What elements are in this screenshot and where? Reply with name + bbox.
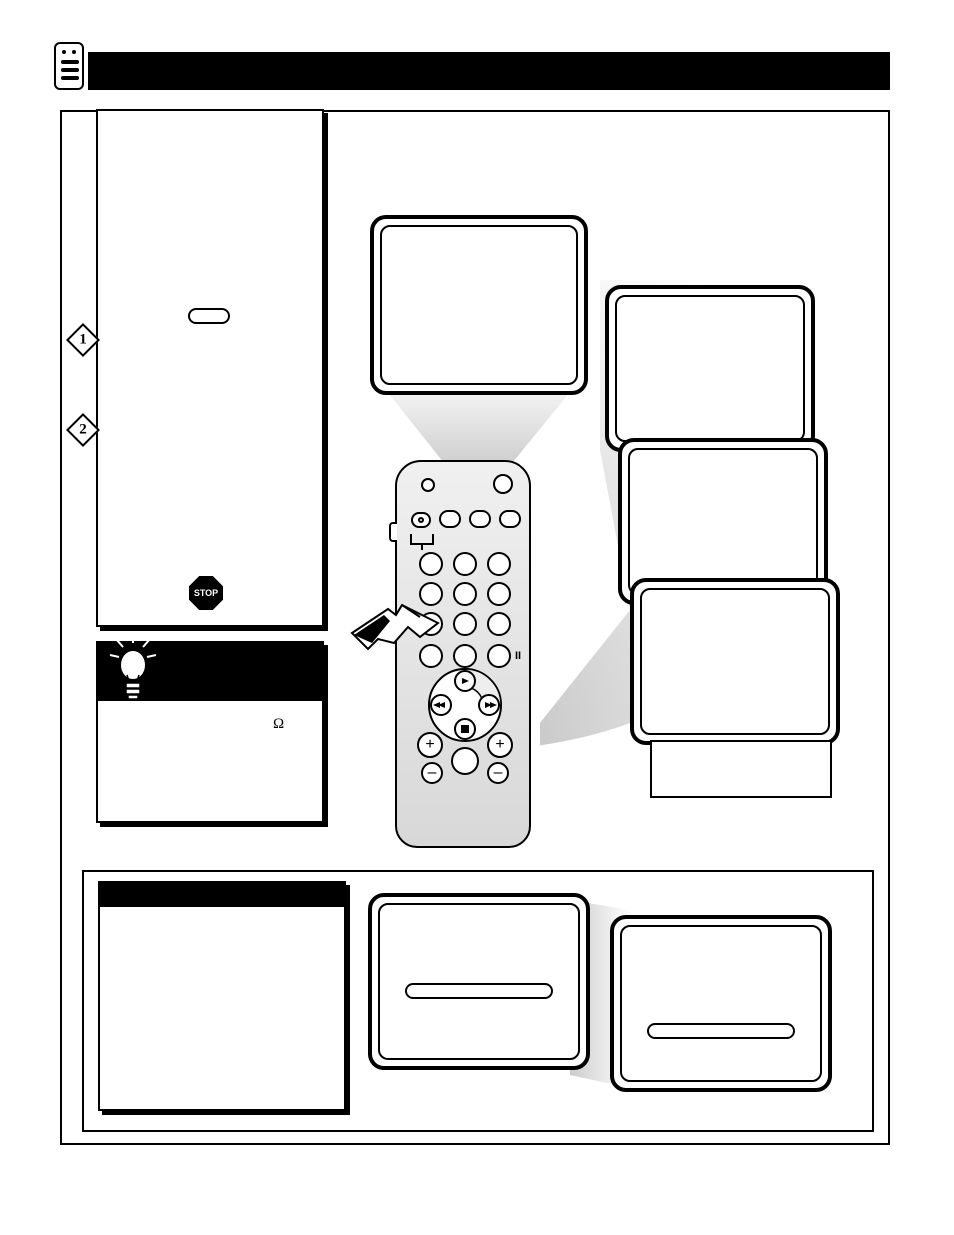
remote-dpad[interactable] [427, 667, 503, 743]
stop-label: STOP [194, 588, 218, 598]
remote-num-0[interactable] [453, 644, 477, 668]
bottom-instruction-panel [98, 881, 346, 1111]
tv-screen-step-a-inner [615, 295, 805, 442]
pointing-hand-icon [350, 585, 440, 655]
tv-screen-step-b-inner [628, 448, 818, 595]
lightbulb-icon [106, 631, 160, 705]
tv-screen-step-c-inner [640, 588, 830, 735]
help-panel-header [98, 643, 322, 701]
remote-btn-r1c2[interactable] [439, 510, 461, 528]
remote-btn-r1c3[interactable] [469, 510, 491, 528]
tv-screen-bottom-right [610, 915, 832, 1092]
remote-ch-up[interactable]: + [487, 732, 513, 758]
remote-vol-up[interactable]: + [417, 732, 443, 758]
tv-screen-step-a [605, 285, 815, 452]
remote-btn-lower-right[interactable] [487, 644, 511, 668]
tv-screen-main [370, 215, 588, 395]
tv-screen-main-inner [380, 225, 578, 385]
remote-bracket-icon [407, 532, 439, 550]
slot-bottom-right [647, 1023, 795, 1039]
remote-side-notch [389, 522, 397, 542]
tv-screen-step-c [630, 578, 840, 745]
remote-icon [54, 42, 84, 90]
remote-num-5[interactable] [453, 582, 477, 606]
bottom-panel-header [100, 883, 344, 907]
help-panel: Ω [96, 641, 324, 823]
remote-num-9[interactable] [487, 612, 511, 636]
page-title-bar [88, 52, 890, 90]
remote-btn-r1c4[interactable] [499, 510, 521, 528]
instruction-panel [96, 109, 324, 627]
remote-ch-down[interactable]: – [487, 762, 509, 784]
remote-num-1[interactable] [419, 552, 443, 576]
step-1-number: 1 [79, 332, 87, 349]
tv-screen-bottom-right-inner [620, 925, 822, 1082]
step-2-number: 2 [79, 422, 87, 439]
info-box [650, 740, 832, 798]
remote-led [421, 478, 435, 492]
remote-num-6[interactable] [487, 582, 511, 606]
tv-screen-bottom-left [368, 893, 590, 1070]
slot-bottom-left [405, 983, 553, 999]
remote-vol-down[interactable]: – [421, 762, 443, 784]
remote-btn-r1c1[interactable] [411, 512, 431, 528]
tv-screen-bottom-left-inner [378, 903, 580, 1060]
remote-power-button[interactable] [493, 474, 513, 494]
slot-indicator [188, 308, 230, 324]
remote-num-2[interactable] [453, 552, 477, 576]
omega-symbol: Ω [273, 716, 284, 733]
remote-center-button[interactable] [451, 747, 479, 775]
remote-num-3[interactable] [487, 552, 511, 576]
pause-icon: II [515, 650, 521, 662]
remote-num-8[interactable] [453, 612, 477, 636]
